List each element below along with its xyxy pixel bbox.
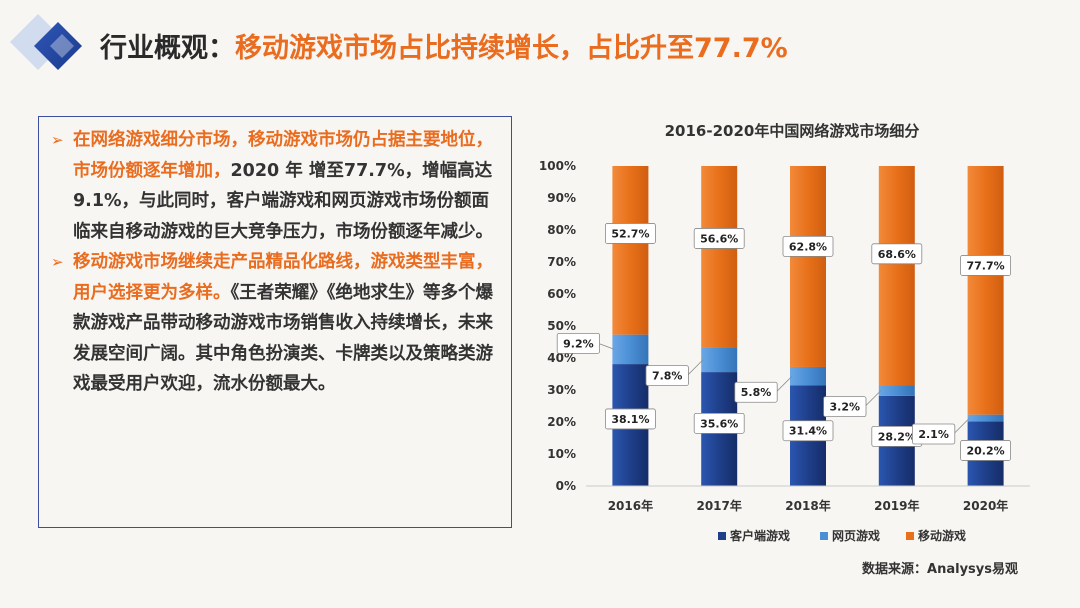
- x-tick-label: 2020年: [963, 498, 1008, 513]
- mobile-segment: [790, 166, 826, 367]
- page-title: 行业概观：移动游戏市场占比持续增长，占比升至77.7%: [100, 26, 788, 65]
- mobile-segment: [701, 166, 738, 348]
- web-label-leader: [864, 390, 882, 407]
- y-tick-label: 40%: [547, 351, 576, 365]
- mobile-data-label-box: [960, 255, 1012, 276]
- chart-title: 2016-2020年中国网络游戏市场细分: [665, 122, 920, 140]
- y-tick-label: 90%: [547, 191, 576, 205]
- client-data-label-box: [782, 420, 834, 442]
- x-tick-label: 2016年: [608, 498, 653, 513]
- bullet-2-body: 《王者荣耀》《绝地求生》等多个爆款游戏产品带动移动游戏市场销售收入持续增长，未来…: [73, 282, 493, 395]
- web-segment: [790, 366, 826, 386]
- x-tick-label: 2018年: [785, 498, 830, 513]
- client-data-label-box: [960, 440, 1012, 461]
- chart-legend: 客户端游戏 网页游戏 移动游戏: [718, 528, 966, 543]
- client-data-label-box: [605, 408, 656, 430]
- web-data-label-box: [556, 332, 601, 354]
- mobile-data-label-box: [871, 243, 923, 265]
- summary-textbox: ➢ 在网络游戏细分市场，移动游戏市场仍占据主要地位，市场份额逐年增加，2020 …: [38, 116, 512, 528]
- x-tick-label: 2017年: [696, 498, 741, 513]
- arrow-bullet-icon: ➢: [51, 131, 64, 149]
- web-label-leader: [686, 359, 704, 376]
- legend-swatch: [820, 532, 828, 540]
- mobile-data-label: 56.6%: [700, 232, 738, 245]
- bullet-1-highlight: 在网络游戏细分市场，移动游戏市场仍占据主要地位，市场份额逐年增加，: [73, 130, 493, 181]
- legend-swatch: [718, 532, 726, 540]
- web-data-label: 9.2%: [563, 337, 594, 350]
- data-source-note: 数据来源：Analysys易观: [862, 562, 1018, 577]
- mobile-data-label: 52.7%: [611, 227, 649, 240]
- web-data-label-box: [911, 423, 956, 445]
- y-tick-label: 60%: [547, 287, 576, 301]
- page-title-main: 移动游戏市场占比持续增长，占比升至77.7%: [235, 33, 788, 64]
- bullet-item-2: ➢ 移动游戏市场继续走产品精品化路线，游戏类型丰富，用户选择更为多样。《王者荣耀…: [51, 247, 501, 400]
- x-axis: 2016年 2017年 2018年 2019年 2020年: [586, 485, 1030, 513]
- web-segment: [967, 414, 1004, 422]
- y-tick-label: 20%: [547, 415, 576, 429]
- legend-label: 客户端游戏: [729, 528, 790, 543]
- y-tick-label: 50%: [547, 319, 576, 333]
- client-data-label: 35.6%: [700, 417, 738, 430]
- web-label-leader: [953, 417, 970, 435]
- y-tick-label: 30%: [547, 383, 576, 397]
- mobile-data-label-box: [782, 235, 834, 257]
- bullet-item-1: ➢ 在网络游戏细分市场，移动游戏市场仍占据主要地位，市场份额逐年增加，2020 …: [51, 125, 501, 247]
- y-tick-label: 70%: [547, 255, 576, 269]
- corner-diamond-decoration: [10, 14, 82, 70]
- arrow-bullet-icon: ➢: [51, 253, 64, 271]
- y-axis: 0% 10% 20% 30% 40% 50% 60% 70% 80% 90% 100%: [539, 159, 576, 493]
- x-tick-label: 2019年: [874, 498, 919, 513]
- web-segment: [878, 385, 915, 396]
- web-label-leader: [775, 375, 793, 393]
- client-data-label: 28.2%: [878, 430, 916, 443]
- y-tick-label: 0%: [556, 479, 576, 493]
- mobile-data-label: 68.6%: [878, 248, 916, 261]
- mobile-data-label: 77.7%: [967, 259, 1005, 272]
- bullet-1-body: 2020 年 增至77.7%，增幅高达9.1%，与此同时，客户端游戏和网页游戏市…: [73, 160, 493, 242]
- mobile-data-label: 62.8%: [789, 240, 827, 253]
- web-data-label-box: [645, 365, 689, 387]
- y-tick-label: 10%: [547, 447, 576, 461]
- web-data-label: 5.8%: [741, 386, 772, 399]
- web-segment: [612, 334, 649, 365]
- client-data-label: 38.1%: [611, 413, 649, 426]
- legend-label: 网页游戏: [832, 528, 880, 543]
- client-data-label: 31.4%: [789, 425, 827, 438]
- mobile-data-label-box: [693, 228, 745, 249]
- web-data-label: 7.8%: [652, 370, 683, 383]
- bullet-2-highlight: 移动游戏市场继续走产品精品化路线，游戏类型丰富，用户选择更为多样。: [73, 252, 493, 303]
- page-title-prefix: 行业概观：: [100, 33, 235, 64]
- legend-swatch: [906, 532, 914, 540]
- mobile-segment: [612, 166, 649, 335]
- web-data-label: 2.1%: [918, 428, 949, 441]
- bar-series: [612, 166, 1004, 486]
- data-labels: 38.1% 52.7% 9.2% 35.6% 56.6% 7.8% 31.4% 62.8% 5.…: [556, 223, 1012, 461]
- mobile-segment: [967, 166, 1004, 415]
- client-data-label-box: [693, 412, 745, 434]
- y-tick-label: 100%: [539, 159, 576, 173]
- client-data-label: 20.2%: [967, 444, 1005, 457]
- web-data-label: 3.2%: [830, 401, 861, 414]
- web-data-label-box: [823, 396, 867, 418]
- y-tick-label: 80%: [547, 223, 576, 237]
- web-segment: [701, 347, 738, 373]
- legend-label: 移动游戏: [918, 528, 966, 543]
- stacked-bar-chart: 2016-2020年中国网络游戏市场细分 0% 10% 20% 30% 40% 50% 60…: [539, 122, 1030, 543]
- web-label-leader: [598, 342, 615, 350]
- mobile-segment: [878, 166, 915, 386]
- mobile-data-label-box: [605, 223, 656, 244]
- web-data-label-box: [734, 381, 778, 403]
